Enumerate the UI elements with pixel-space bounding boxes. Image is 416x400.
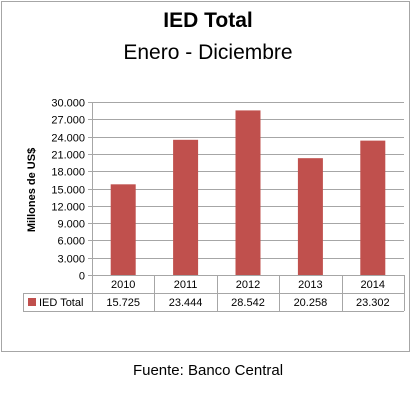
bar bbox=[235, 110, 261, 275]
y-tick-label: 9.000 bbox=[57, 219, 85, 231]
y-axis-ticks: 0 3.000 6.000 9.000 12.000 15.000 18.000 21.000… bbox=[51, 98, 85, 283]
data-label: 23.444 bbox=[169, 297, 203, 309]
bars bbox=[110, 110, 386, 275]
bar-chart: 0 3.000 6.000 9.000 12.000 15.000 18.000 21.000… bbox=[23, 98, 405, 312]
source-note: Fuente: Banco Central bbox=[132, 362, 284, 379]
x-tick-label: 2011 bbox=[174, 279, 198, 291]
data-label: 20.258 bbox=[294, 297, 328, 309]
chart-subtitle: Enero - Diciembre bbox=[123, 41, 293, 64]
legend-swatch bbox=[28, 298, 36, 306]
y-tick-label: 18.000 bbox=[51, 167, 85, 179]
x-tick-label: 2014 bbox=[361, 279, 385, 291]
y-tick-label: 0 bbox=[79, 271, 85, 283]
x-tick-label: 2012 bbox=[236, 279, 260, 291]
y-tick-label: 27.000 bbox=[51, 115, 85, 127]
y-axis-label: Millones de US$ bbox=[26, 148, 38, 232]
bar bbox=[297, 158, 323, 275]
bar bbox=[110, 184, 136, 275]
data-label: 28.542 bbox=[231, 297, 265, 309]
chart-title: IED Total bbox=[163, 9, 253, 32]
bar bbox=[360, 140, 386, 275]
legend-label: IED Total bbox=[39, 297, 83, 309]
data-table: 2010 2011 2012 2013 2014 IED Total 15.725 23.44… bbox=[23, 275, 405, 312]
y-tick-label: 21.000 bbox=[51, 150, 85, 162]
bar bbox=[173, 139, 199, 275]
y-tick-label: 15.000 bbox=[51, 185, 85, 197]
data-label: 23.302 bbox=[356, 297, 390, 309]
y-tick-label: 12.000 bbox=[51, 202, 85, 214]
x-tick-label: 2013 bbox=[298, 279, 322, 291]
y-tick-label: 24.000 bbox=[51, 133, 85, 145]
y-tick-label: 30.000 bbox=[51, 98, 85, 110]
x-tick-label: 2010 bbox=[111, 279, 135, 291]
y-tick-label: 6.000 bbox=[57, 236, 85, 248]
data-label: 15.725 bbox=[106, 297, 140, 309]
y-tick-label: 3.000 bbox=[57, 254, 85, 266]
